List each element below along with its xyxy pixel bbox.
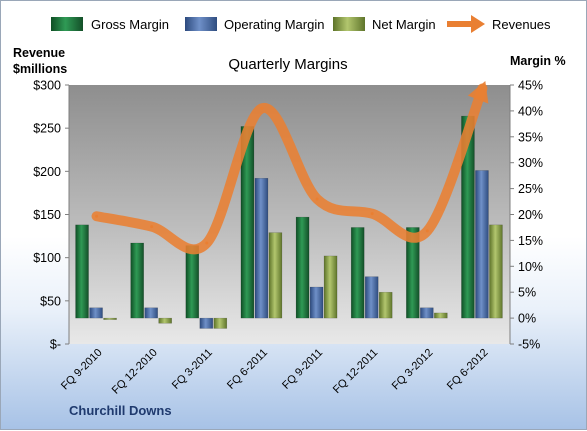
revenues-line xyxy=(91,80,489,255)
net-margin-bar xyxy=(489,224,503,319)
left-axis-title-line1: Revenue xyxy=(13,46,65,60)
x-tick-label: FQ 6-2011 xyxy=(225,347,270,392)
right-tick-label: 45% xyxy=(518,79,543,93)
legend-label-gross-margin: Gross Margin xyxy=(91,17,169,32)
x-tick-label: FQ 9-2010 xyxy=(59,347,105,393)
right-tick-label: 20% xyxy=(518,208,543,222)
left-tick-label: $50 xyxy=(40,294,61,308)
gross-margin-bar xyxy=(130,242,144,319)
right-tick-label: 5% xyxy=(518,286,536,300)
left-tick-label: $250 xyxy=(33,122,61,136)
right-tick-label: 0% xyxy=(518,312,536,326)
legend-swatch-gross-margin xyxy=(51,17,83,31)
revenues-point xyxy=(150,225,154,229)
legend: Gross Margin Operating Margin Net Margin… xyxy=(51,15,551,33)
gross-margin-bar xyxy=(75,224,89,319)
right-tick-label: 10% xyxy=(518,260,543,274)
net-margin-bar xyxy=(323,255,338,319)
right-tick-label: -5% xyxy=(518,338,540,352)
revenues-point xyxy=(370,212,374,216)
net-margin-bar xyxy=(103,317,117,320)
gross-margin-bar xyxy=(295,216,310,319)
x-tick-label: FQ 12-2011 xyxy=(331,347,380,396)
left-axis-title-line2: $millions xyxy=(13,62,67,76)
left-tick-label: $300 xyxy=(33,79,61,93)
x-tick-label: FQ 3-2011 xyxy=(170,347,215,392)
operating-margin-bar xyxy=(420,307,434,319)
revenues-point xyxy=(480,86,484,90)
left-tick-label: $- xyxy=(50,338,61,352)
legend-label-operating-margin: Operating Margin xyxy=(224,17,324,32)
chart-title: Quarterly Margins xyxy=(228,56,347,73)
legend-swatch-revenues xyxy=(447,15,485,33)
operating-margin-bar xyxy=(89,307,103,319)
left-tick-label: $200 xyxy=(33,165,61,179)
left-tick-label: $150 xyxy=(33,208,61,222)
right-tick-label: 25% xyxy=(518,182,543,196)
x-tick-label: FQ 12-2010 xyxy=(110,347,160,397)
x-tick-label: FQ 6-2012 xyxy=(445,347,491,393)
x-axis-ticks: FQ 9-2010 FQ 12-2010 FQ 3-2011 FQ 6-2011 FQ … xyxy=(59,347,491,397)
left-tick-label: $100 xyxy=(33,251,61,265)
gross-margin-bar xyxy=(406,227,420,319)
operating-margin-bar xyxy=(364,276,379,319)
operating-margin-bar xyxy=(199,317,214,329)
operating-margin-bar xyxy=(475,170,489,319)
net-margin-bar xyxy=(268,232,283,319)
right-tick-label: 30% xyxy=(518,156,543,170)
gross-margin-bar xyxy=(350,227,365,319)
operating-margin-bar xyxy=(309,286,324,319)
legend-swatch-operating-margin xyxy=(185,17,217,31)
revenues-point xyxy=(425,229,429,233)
net-margin-bar xyxy=(434,312,448,319)
x-tick-label: FQ 3-2012 xyxy=(390,347,436,393)
revenues-point xyxy=(260,106,264,110)
net-margin-bar xyxy=(378,291,393,319)
bars xyxy=(75,115,503,329)
net-margin-bar xyxy=(213,317,228,329)
operating-margin-bar xyxy=(144,307,158,319)
operating-margin-bar xyxy=(254,177,269,319)
legend-swatch-net-margin xyxy=(333,17,365,31)
legend-label-net-margin: Net Margin xyxy=(372,17,436,32)
revenues-point xyxy=(205,241,209,245)
x-tick-label: FQ 9-2011 xyxy=(280,347,325,392)
legend-label-revenues: Revenues xyxy=(492,17,551,32)
gross-margin-bar xyxy=(185,245,200,319)
revenues-arrowhead xyxy=(467,80,489,104)
right-tick-label: 15% xyxy=(518,234,543,248)
left-axis-ticks: $- $50 $100 $150 $200 $250 $300 xyxy=(33,79,69,352)
right-axis-title: Margin % xyxy=(510,54,566,68)
revenues-point xyxy=(315,197,319,201)
net-margin-bar xyxy=(158,317,172,324)
right-tick-label: 40% xyxy=(518,104,543,118)
company-annotation: Churchill Downs xyxy=(69,403,172,418)
right-axis-ticks: -5% 0% 5% 10% 15% 20% 25% 30% 35% 40% 45% xyxy=(510,79,543,352)
revenues-point xyxy=(95,214,99,218)
right-tick-label: 35% xyxy=(518,130,543,144)
